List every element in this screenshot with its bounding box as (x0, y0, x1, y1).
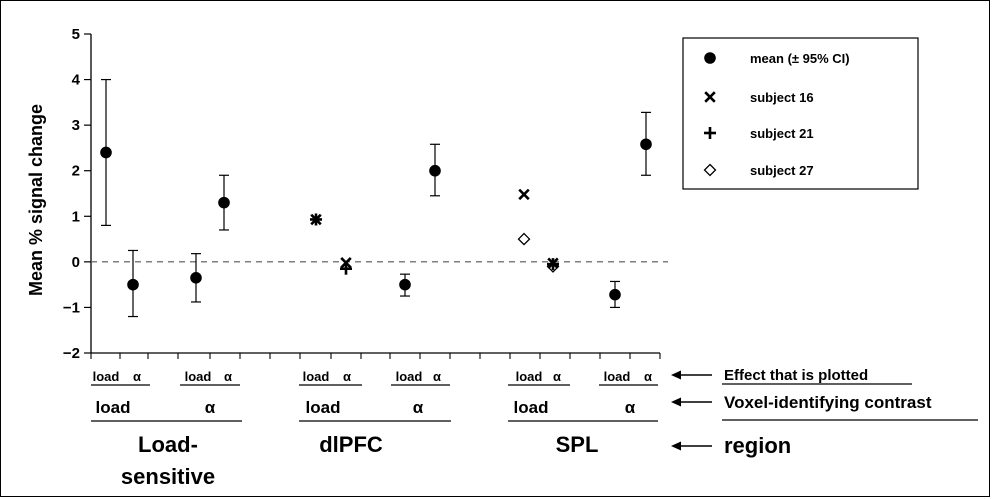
y-tick-label: −2 (63, 345, 80, 362)
legend-entry: subject 27 (703, 163, 814, 178)
mean-marker (190, 272, 202, 284)
y-tick-label: 4 (72, 72, 81, 89)
y-axis-label: Mean % signal change (26, 104, 46, 296)
data-point-group (218, 174, 230, 231)
subject16-marker (518, 188, 530, 201)
y-tick-label: 2 (72, 163, 80, 180)
mean-marker (399, 278, 411, 291)
contrast-label: load (306, 398, 341, 417)
region-label: SPL (556, 432, 599, 457)
subject16-marker (340, 257, 352, 269)
subject16-marker (310, 213, 322, 226)
effect-label: α (224, 369, 232, 384)
effect-label: load (93, 369, 120, 384)
contrast-label: α (413, 398, 424, 417)
y-tick-label: −1 (63, 299, 80, 316)
effect-label: load (185, 369, 212, 384)
effect-label: load (303, 369, 330, 384)
effect-label: load (516, 369, 543, 384)
data-point-group (546, 257, 560, 273)
mean-marker (609, 288, 621, 301)
legend-entry: subject 21 (704, 126, 814, 141)
effect-label: α (133, 369, 141, 384)
data-point-group (517, 188, 531, 246)
contrast-label: α (205, 398, 216, 417)
subject27-marker (703, 163, 717, 177)
legend-entry: subject 16 (704, 90, 814, 105)
mean-marker (218, 196, 230, 209)
data-points (100, 78, 652, 318)
arrow-head (671, 441, 681, 451)
effect-label: α (644, 369, 652, 384)
y-tick-label: 1 (72, 208, 80, 225)
legend-label: mean (± 95% CI) (750, 51, 850, 66)
subject27-marker (517, 232, 531, 246)
axis-layer (90, 34, 661, 359)
region-label: Load- (138, 432, 198, 457)
data-point-group (609, 280, 621, 309)
legend: mean (± 95% CI) subject 16 subject 21 subje… (682, 37, 919, 190)
data-point-group (340, 257, 352, 275)
region-label: sensitive (121, 464, 215, 489)
mean-marker (640, 138, 652, 151)
effect-label: α (433, 369, 441, 384)
legend-label: subject 21 (750, 126, 814, 141)
arrow-head (671, 370, 681, 380)
mean-marker (429, 164, 441, 177)
arrow-head (671, 397, 681, 407)
subject16-marker (704, 91, 716, 103)
row-labels: Effect that is plotted Voxel-identifying … (671, 367, 978, 458)
effect-label: α (343, 369, 351, 384)
y-tick-label: 0 (72, 254, 80, 271)
mean-marker (100, 146, 112, 159)
contrast-label: load (96, 398, 131, 417)
data-point-group (429, 143, 441, 197)
legend-label: subject 16 (750, 90, 814, 105)
mean-marker (704, 52, 716, 64)
mean-marker (127, 278, 139, 291)
y-ticks: 5 4 3 2 1 0 −1 −2 (63, 26, 91, 362)
effect-label: load (604, 369, 631, 384)
region-row-label: region (724, 433, 791, 458)
legend-box (682, 37, 919, 190)
effect-label: load (396, 369, 423, 384)
legend-label: subject 27 (750, 163, 814, 178)
region-label: dlPFC (319, 432, 383, 457)
y-tick-label: 5 (72, 26, 80, 43)
data-point-group (399, 273, 411, 297)
legend-entry: mean (± 95% CI) (704, 51, 850, 66)
data-point-group (100, 78, 112, 226)
data-point-group (190, 253, 202, 303)
subject16-marker (547, 257, 559, 269)
data-point-group (127, 249, 139, 318)
contrast-label: α (625, 398, 636, 417)
contrast-row-label: Voxel-identifying contrast (724, 393, 932, 412)
y-tick-label: 3 (72, 117, 80, 134)
data-point-group (640, 111, 652, 176)
contrast-label: load (514, 398, 549, 417)
data-point-group (310, 213, 322, 226)
effect-row-label: Effect that is plotted (724, 367, 868, 384)
effect-label: α (553, 369, 561, 384)
